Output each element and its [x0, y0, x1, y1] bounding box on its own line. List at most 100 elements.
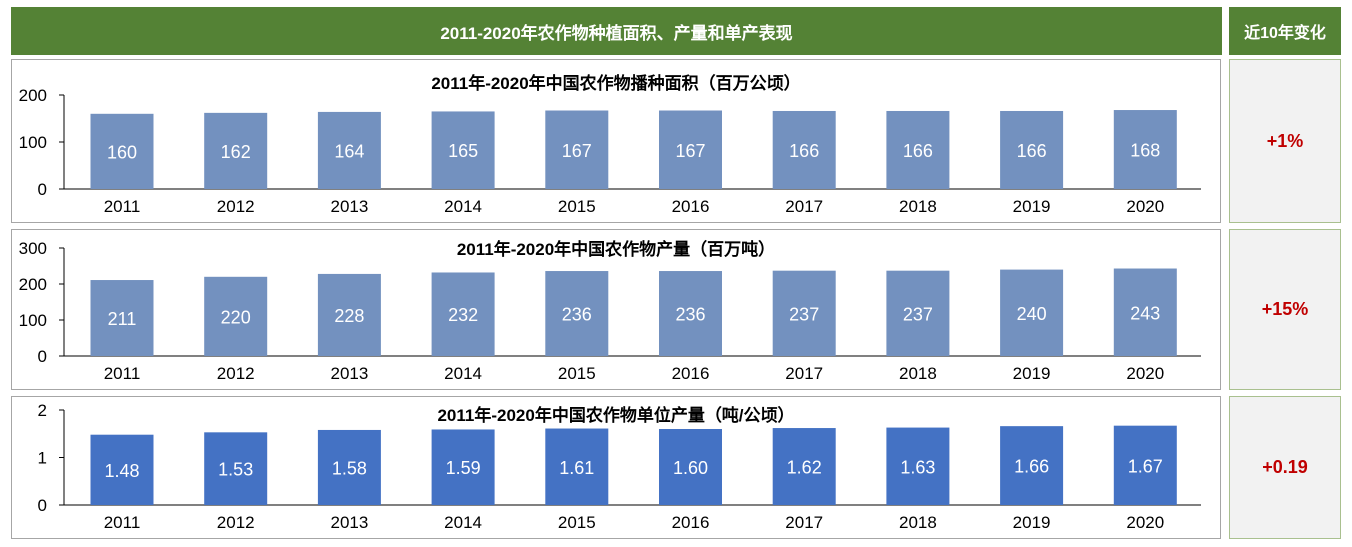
production-change-value: +15% [1229, 229, 1341, 390]
yield-bar [431, 429, 495, 505]
production-chart-title: 2011年-2020年中国农作物产量（百万吨） [457, 239, 775, 259]
area-y-tick-label: 0 [38, 180, 47, 199]
production-data-label: 228 [334, 306, 364, 326]
production-x-tick-label: 2016 [672, 364, 710, 383]
yield-bar [204, 432, 268, 505]
yield-data-label: 1.60 [673, 458, 708, 478]
production-data-label: 220 [221, 307, 251, 327]
area-bar [659, 110, 722, 189]
yield-x-tick-label: 2019 [1013, 513, 1051, 532]
side-header: 近10年变化 [1229, 7, 1341, 55]
area-bar [204, 112, 268, 189]
yield-x-tick-label: 2018 [899, 513, 937, 532]
production-bar [886, 270, 950, 356]
yield-x-tick-label: 2013 [330, 513, 368, 532]
yield-data-label: 1.63 [900, 457, 935, 477]
area-data-label: 166 [903, 141, 933, 161]
production-x-tick-label: 2018 [899, 364, 937, 383]
production-bar [1000, 269, 1064, 356]
yield-bar [772, 428, 836, 505]
area-bar [431, 111, 495, 189]
yield-chart-title: 2011年-2020年中国农作物单位产量（吨/公顷） [437, 405, 794, 425]
area-data-label: 167 [675, 141, 705, 161]
production-data-label: 237 [903, 304, 933, 324]
production-y-tick-label: 0 [38, 347, 47, 366]
area-bar [90, 113, 154, 189]
production-bar [317, 273, 381, 356]
area-data-label: 168 [1130, 141, 1160, 161]
area-x-tick-label: 2013 [330, 197, 368, 216]
production-bar [659, 271, 722, 356]
main-header: 2011-2020年农作物种植面积、产量和单产表现 [11, 7, 1222, 55]
yield-y-tick-label: 2 [38, 401, 47, 420]
area-data-label: 165 [448, 141, 478, 161]
yield-data-label: 1.61 [559, 458, 594, 478]
yield-data-label: 1.53 [218, 460, 253, 480]
yield-x-tick-label: 2016 [672, 513, 710, 532]
area-x-tick-label: 2018 [899, 197, 937, 216]
production-data-label: 236 [562, 305, 592, 325]
area-x-tick-label: 2014 [444, 197, 482, 216]
area-y-tick-label: 200 [19, 86, 47, 105]
production-bar [772, 270, 836, 356]
yield-data-label: 1.66 [1014, 457, 1049, 477]
area-x-tick-label: 2015 [558, 197, 596, 216]
yield-data-label: 1.67 [1128, 456, 1163, 476]
yield-x-tick-label: 2012 [217, 513, 255, 532]
yield-bar [1113, 425, 1177, 505]
production-y-tick-label: 300 [19, 239, 47, 258]
production-x-tick-label: 2011 [104, 364, 141, 383]
production-x-tick-label: 2019 [1013, 364, 1051, 383]
area-data-label: 166 [789, 141, 819, 161]
area-data-label: 164 [334, 141, 364, 161]
area-data-label: 162 [221, 142, 251, 162]
production-y-tick-label: 100 [19, 311, 47, 330]
production-data-label: 211 [108, 309, 137, 329]
yield-x-tick-label: 2011 [104, 513, 141, 532]
yield-bar [317, 429, 381, 505]
yield-x-tick-label: 2020 [1126, 513, 1164, 532]
yield-y-tick-label: 1 [38, 449, 47, 468]
yield-data-label: 1.48 [104, 461, 139, 481]
yield-bar [1000, 426, 1064, 505]
area-x-tick-label: 2016 [672, 197, 710, 216]
area-x-tick-label: 2012 [217, 197, 255, 216]
production-data-label: 236 [675, 305, 705, 325]
yield-data-label: 1.58 [332, 458, 367, 478]
production-x-tick-label: 2014 [444, 364, 482, 383]
area-bar [886, 110, 950, 189]
area-x-tick-label: 2019 [1013, 197, 1051, 216]
production-x-tick-label: 2013 [330, 364, 368, 383]
area-y-tick-label: 100 [19, 133, 47, 152]
area-x-tick-label: 2011 [104, 197, 141, 216]
yield-bar [545, 428, 609, 505]
area-data-label: 160 [107, 142, 137, 162]
yield-x-tick-label: 2014 [444, 513, 482, 532]
area-change-value: +1% [1229, 59, 1341, 223]
production-bar [204, 276, 268, 356]
production-data-label: 237 [789, 304, 819, 324]
production-x-tick-label: 2015 [558, 364, 596, 383]
area-bar [772, 110, 836, 189]
production-x-tick-label: 2012 [217, 364, 255, 383]
yield-bar [659, 429, 722, 505]
production-data-label: 240 [1017, 304, 1047, 324]
production-bar [545, 271, 609, 356]
production-x-tick-label: 2020 [1126, 364, 1164, 383]
area-data-label: 167 [562, 141, 592, 161]
yield-x-tick-label: 2017 [785, 513, 823, 532]
area-bar [1000, 110, 1064, 189]
area-bar [1113, 110, 1177, 189]
area-x-tick-label: 2017 [785, 197, 823, 216]
area-bar [545, 110, 609, 189]
yield-bar [886, 427, 950, 505]
area-chart-title: 2011年-2020年中国农作物播种面积（百万公顷） [431, 73, 800, 93]
area-bar [317, 111, 381, 189]
production-bar [90, 280, 154, 356]
production-y-tick-label: 200 [19, 275, 47, 294]
production-bar [1113, 268, 1177, 356]
yield-y-tick-label: 0 [38, 496, 47, 515]
production-bar [431, 272, 495, 356]
yield-bar [90, 434, 154, 505]
